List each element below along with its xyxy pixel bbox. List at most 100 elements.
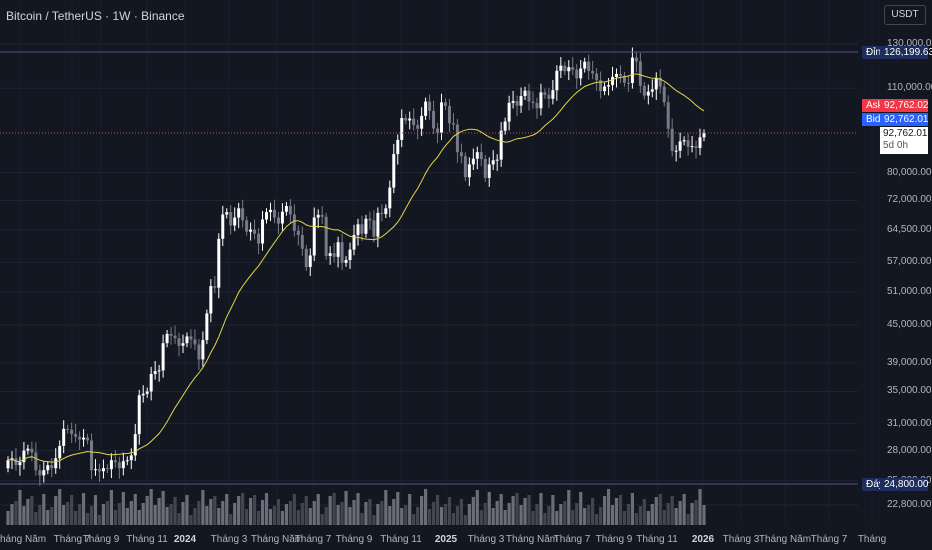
candle-body — [74, 434, 78, 437]
candle-body — [233, 217, 237, 226]
volume-bar — [316, 494, 320, 525]
candle-body — [82, 437, 86, 440]
time-axis-label: Tháng Năm — [0, 534, 47, 545]
volume-bar — [404, 505, 408, 525]
candle — [404, 114, 408, 125]
volume-bar — [539, 493, 543, 525]
candle — [296, 225, 300, 246]
price-axis-label: 22,800.00 — [887, 499, 932, 510]
volume-bar — [610, 505, 615, 525]
candle — [475, 146, 479, 170]
candle-body — [491, 160, 495, 165]
volume-bar — [177, 513, 181, 525]
candle-body — [6, 460, 10, 469]
candle-body — [527, 90, 531, 102]
candle — [622, 71, 626, 87]
candle-body — [611, 76, 615, 86]
candle-body — [372, 220, 376, 237]
bar-countdown: 5d 0h — [883, 140, 909, 151]
volume-bar — [638, 506, 642, 525]
candle-body — [173, 335, 177, 339]
candle — [646, 84, 650, 105]
candle-body — [141, 393, 145, 396]
volume-bar — [81, 493, 86, 525]
candle-body — [320, 214, 324, 217]
volume-bar — [332, 493, 336, 525]
volume-bar — [435, 495, 440, 525]
volume-bar — [459, 499, 463, 525]
volume-bar — [284, 504, 288, 525]
volume-bar — [630, 493, 635, 525]
candle-body — [66, 428, 70, 430]
volume-bar — [14, 501, 18, 525]
price-lines — [0, 51, 858, 485]
candle — [686, 133, 690, 156]
candle — [511, 90, 515, 109]
candle-body — [591, 70, 595, 74]
volume-bar — [511, 496, 515, 525]
volume-bar — [424, 489, 428, 525]
candle — [658, 69, 662, 94]
last-price-box: 92,762.01 5d 0h — [880, 127, 928, 154]
candle — [93, 459, 97, 476]
candle-body — [181, 343, 185, 346]
candle — [412, 108, 416, 131]
candle — [479, 143, 483, 167]
candle-body — [519, 96, 523, 106]
candle-body — [177, 338, 181, 346]
candle — [288, 198, 292, 224]
candle — [193, 329, 197, 351]
time-axis-label: Tháng 7 — [810, 534, 848, 545]
candle-body — [380, 212, 384, 215]
candle — [555, 65, 559, 101]
candle-body — [145, 391, 149, 394]
currency-selector[interactable]: USDT — [884, 5, 926, 25]
candle-body — [137, 395, 141, 435]
volume-bar — [157, 498, 161, 525]
candle — [642, 81, 646, 100]
candle-body — [392, 154, 396, 188]
candle-body — [535, 103, 539, 109]
candle-body — [543, 92, 547, 95]
volume-bar — [129, 501, 133, 525]
candle — [133, 423, 137, 461]
candle-body — [197, 344, 201, 360]
candle — [356, 218, 360, 246]
candle-body — [626, 82, 630, 84]
time-axis-label: Tháng — [857, 534, 887, 545]
candle-body — [376, 212, 380, 237]
volume-bar — [205, 506, 209, 525]
volume-bar — [392, 499, 396, 525]
candle-body — [670, 128, 674, 151]
volume-bar — [551, 495, 555, 525]
volume-bar — [396, 492, 400, 525]
volume-bar — [209, 499, 213, 525]
candle — [463, 152, 467, 182]
candle-body — [515, 101, 519, 106]
candle-body — [229, 212, 233, 226]
candle — [237, 202, 241, 229]
symbol-title[interactable]: Bitcoin / TetherUS · 1W · Binance — [6, 9, 185, 23]
volume-bar — [646, 511, 650, 525]
candle — [82, 429, 86, 447]
candle-body — [185, 336, 189, 344]
candle — [662, 82, 666, 107]
volume-bar — [300, 503, 304, 525]
candle — [571, 57, 575, 76]
time-axis-label: Tháng Năm — [250, 534, 304, 545]
time-axis-label: 2025 — [434, 534, 458, 545]
volume-bar — [133, 494, 137, 525]
volume-bar — [571, 510, 575, 525]
candle — [145, 387, 149, 398]
candle — [280, 203, 284, 231]
candle-body — [607, 85, 611, 87]
candle-body — [638, 61, 642, 86]
candle-body — [579, 68, 583, 79]
candle — [682, 136, 686, 146]
candle — [694, 140, 698, 159]
candle — [205, 309, 209, 345]
candle — [22, 441, 26, 470]
candle — [388, 180, 392, 218]
